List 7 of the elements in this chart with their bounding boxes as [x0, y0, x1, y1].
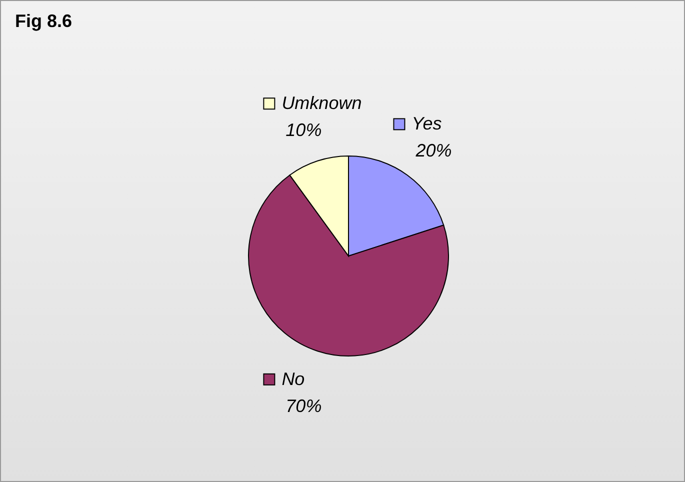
data-label: 70% [286, 396, 322, 416]
legend-label: Umknown [282, 93, 362, 114]
data-label: 10% [286, 120, 322, 140]
text: Fig 8.6 [15, 11, 72, 32]
legend-label: No [282, 368, 305, 389]
legend-label: Yes [412, 114, 442, 134]
data-label: 20% [414, 140, 452, 161]
